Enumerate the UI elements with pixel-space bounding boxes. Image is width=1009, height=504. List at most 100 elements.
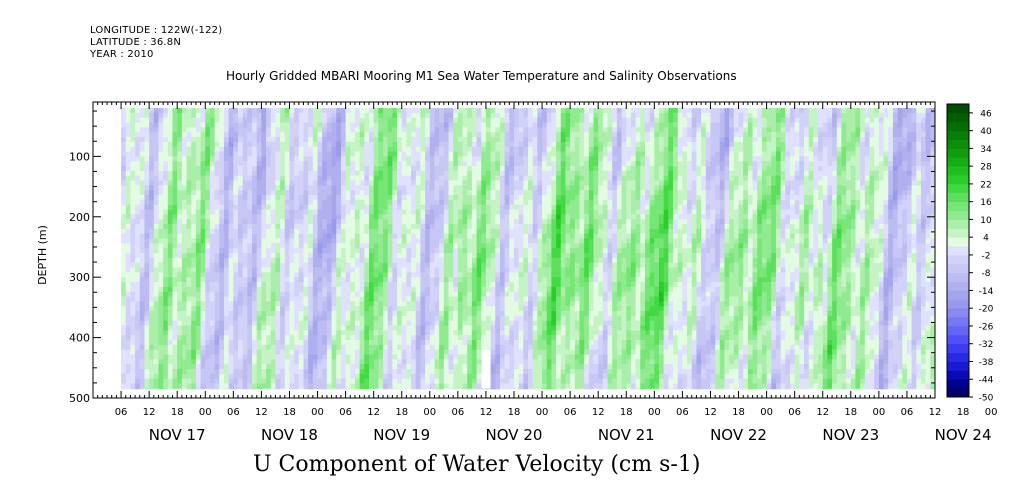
heatmap-cell [280, 141, 286, 148]
heatmap-cell [415, 296, 421, 302]
heatmap-cell [350, 257, 356, 264]
heatmap-cell [457, 195, 463, 201]
heatmap-cell [163, 369, 169, 375]
heatmap-cell [420, 378, 426, 384]
heatmap-cell [289, 141, 295, 148]
heatmap-cell [392, 185, 398, 191]
heatmap-cell [457, 262, 463, 268]
heatmap-cell [420, 335, 426, 341]
heatmap-cell [223, 156, 230, 162]
heatmap-cell [181, 359, 187, 365]
heatmap-cell [125, 233, 131, 239]
heatmap-cell [373, 127, 379, 133]
heatmap-cell [284, 325, 290, 331]
heatmap-cell [476, 117, 482, 123]
heatmap-cell [195, 170, 201, 177]
heatmap-cell [223, 228, 230, 235]
heatmap-cell [322, 282, 328, 288]
heatmap-cell [200, 151, 206, 157]
heatmap-cell [308, 151, 314, 157]
heatmap-cell [219, 228, 225, 235]
heatmap-cell [443, 141, 449, 148]
heatmap-cell [392, 204, 398, 210]
heatmap-cell [368, 190, 375, 196]
heatmap-cell [368, 141, 375, 148]
heatmap-cell [130, 248, 136, 254]
heatmap-cell [443, 282, 449, 288]
heatmap-cell [504, 359, 510, 365]
heatmap-cell [284, 214, 290, 220]
heatmap-cell [219, 214, 225, 220]
heatmap-cell [252, 277, 258, 283]
heatmap-cell [209, 238, 215, 244]
heatmap-cell [317, 301, 323, 307]
heatmap-cell [149, 286, 155, 293]
heatmap-cell [233, 349, 239, 355]
heatmap-cell [397, 364, 403, 370]
heatmap-cell [383, 291, 389, 297]
heatmap-cell [308, 238, 314, 244]
heatmap-cell [205, 267, 211, 273]
heatmap-cell [420, 219, 426, 225]
heatmap-cell [144, 282, 150, 288]
heatmap-cell [420, 132, 426, 138]
heatmap-cell [163, 373, 169, 380]
heatmap-cell [434, 141, 440, 148]
heatmap-cell [467, 378, 473, 384]
heatmap-cell [406, 156, 412, 162]
heatmap-cell [139, 359, 145, 365]
heatmap-cell [476, 383, 482, 389]
heatmap-cell [261, 311, 267, 317]
heatmap-cell [443, 291, 449, 297]
heatmap-cell [331, 151, 337, 157]
heatmap-cell [368, 166, 375, 172]
heatmap-cell [153, 108, 159, 114]
heatmap-cell [219, 373, 225, 380]
heatmap-cell [443, 272, 449, 278]
heatmap-cell [373, 315, 379, 322]
heatmap-cell [462, 132, 468, 138]
heatmap-cell [191, 248, 197, 254]
heatmap-cell [261, 214, 267, 220]
heatmap-cell [490, 132, 496, 138]
heatmap-cell [420, 185, 426, 191]
heatmap-cell [434, 209, 440, 215]
heatmap-cell [312, 156, 318, 162]
heatmap-cell [266, 383, 272, 389]
heatmap-cell [331, 311, 337, 317]
heatmap-cell [429, 335, 435, 341]
heatmap-cell [303, 369, 309, 375]
heatmap-cell [294, 378, 300, 384]
heatmap-cell [312, 233, 318, 239]
heatmap-cell [392, 132, 398, 138]
heatmap-cell [209, 301, 215, 307]
heatmap-cell [270, 291, 276, 297]
heatmap-cell [298, 166, 304, 172]
heatmap-cell [373, 224, 379, 230]
heatmap-cell [481, 224, 487, 230]
heatmap-cell [135, 311, 141, 317]
heatmap-cell [406, 132, 412, 138]
heatmap-cell [368, 340, 375, 346]
heatmap-cell [340, 306, 346, 312]
heatmap-cell [158, 180, 164, 186]
heatmap-cell [331, 257, 337, 264]
heatmap-cell [205, 127, 211, 133]
heatmap-cell [485, 175, 491, 181]
heatmap-cell [490, 388, 496, 390]
heatmap-cell [350, 291, 356, 297]
heatmap-cell [387, 388, 393, 390]
heatmap-cell [439, 175, 445, 181]
heatmap-cell [514, 180, 520, 186]
heatmap-cell [163, 267, 169, 273]
heatmap-cell [476, 364, 482, 370]
heatmap-cell [368, 161, 375, 167]
heatmap-cell [158, 224, 164, 230]
heatmap-cell [144, 373, 150, 380]
heatmap-cell [490, 228, 496, 235]
heatmap-cell [298, 277, 304, 283]
heatmap-cell [471, 267, 477, 273]
heatmap-cell [495, 378, 501, 384]
heatmap-cell [490, 137, 496, 143]
heatmap-cell [177, 373, 183, 380]
